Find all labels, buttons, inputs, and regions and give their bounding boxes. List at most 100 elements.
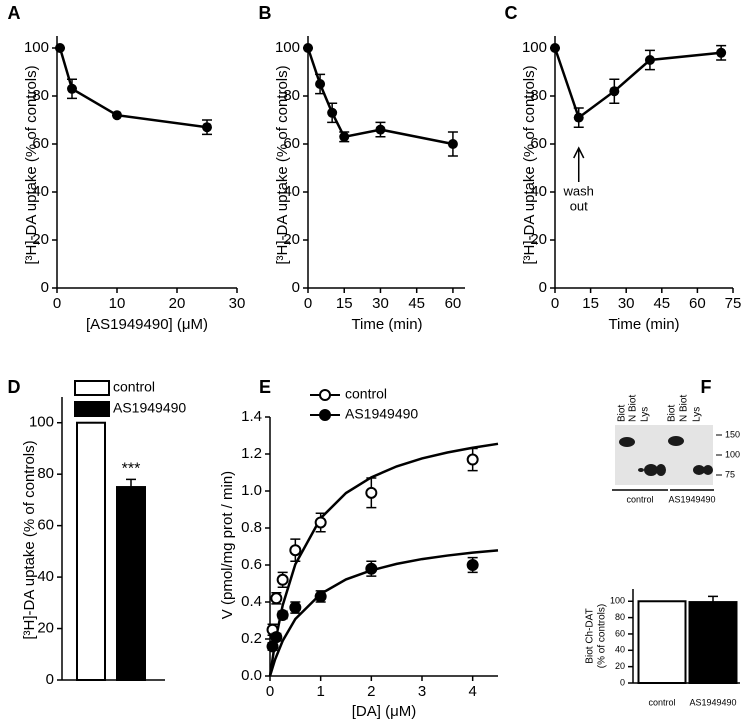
blot-image	[615, 425, 713, 485]
y-tick-label: 100	[522, 39, 547, 56]
x-axis-label: [AS1949490] (μM)	[86, 316, 208, 333]
legend-label: AS1949490	[345, 406, 418, 422]
y-tick-label: 0.2	[241, 630, 262, 647]
data-point	[270, 592, 283, 605]
data-point	[550, 43, 560, 53]
y-axis-label: (% of controls)	[597, 604, 608, 668]
y-tick-label: 0.4	[241, 593, 262, 610]
data-point	[327, 107, 338, 118]
x-tick-label: 3	[418, 683, 426, 700]
y-tick-label: 40	[37, 568, 54, 585]
y-tick-label: 40	[530, 183, 547, 200]
x-axis-label: Time (min)	[351, 316, 422, 333]
x-tick-label: 2	[367, 683, 375, 700]
legend-label: AS1949490	[113, 400, 186, 416]
data-point	[270, 631, 283, 644]
blot-band	[644, 464, 658, 476]
data-point	[365, 486, 378, 499]
data-point	[276, 573, 289, 586]
x-axis-label: Time (min)	[608, 316, 679, 333]
error-bar	[708, 595, 718, 603]
y-tick-label: 80	[283, 87, 300, 104]
y-tick-label: 60	[615, 628, 625, 638]
lane-label: Lys	[640, 407, 651, 422]
x-tick-label: 0	[266, 683, 274, 700]
mw-label: 100	[725, 449, 740, 459]
blot-band	[668, 436, 684, 446]
bar	[116, 486, 146, 681]
legend-swatch	[74, 401, 110, 417]
x-tick-label: AS1949490	[689, 697, 736, 707]
y-tick-label: 20	[530, 231, 547, 248]
y-axis-label: [³H]-DA uptake (% of controls)	[274, 65, 291, 264]
y-tick-label: 1.2	[241, 445, 262, 462]
blot-band	[656, 464, 666, 476]
y-tick-label: 0.8	[241, 519, 262, 536]
y-tick-label: 40	[32, 183, 49, 200]
x-tick-label: 15	[336, 295, 353, 312]
x-tick-label: 20	[169, 295, 186, 312]
y-axis-label: [³H]-DA uptake (% of controls)	[23, 65, 40, 264]
data-point	[466, 453, 479, 466]
data-point	[716, 47, 727, 58]
blot-band	[693, 465, 705, 475]
data-point	[375, 124, 386, 135]
panel-label: F	[701, 377, 712, 397]
x-tick-label: 75	[725, 295, 742, 312]
legend-marker	[319, 389, 331, 401]
y-tick-label: 80	[37, 465, 54, 482]
bar	[76, 421, 106, 681]
data-point	[276, 608, 289, 621]
group-label: control	[626, 494, 653, 504]
data-point	[67, 83, 77, 94]
y-tick-label: 1.0	[241, 482, 262, 499]
data-point	[447, 139, 458, 149]
blot-band	[703, 465, 713, 475]
significance: ***	[122, 461, 141, 478]
y-tick-label: 40	[615, 645, 625, 655]
data-point	[365, 562, 378, 575]
legend-marker	[319, 409, 331, 421]
x-tick-label: 0	[551, 295, 559, 312]
y-tick-label: 40	[283, 183, 300, 200]
y-tick-label: 60	[37, 517, 54, 534]
y-axis-label: [³H]-DA uptake (% of controls)	[21, 440, 38, 639]
lane-label: N Biot	[679, 395, 690, 422]
x-tick-label: 60	[445, 295, 462, 312]
y-tick-label: 0	[292, 279, 300, 296]
data-line	[58, 47, 208, 129]
y-tick-label: 0	[41, 279, 49, 296]
y-tick-label: 80	[530, 87, 547, 104]
data-point	[573, 112, 584, 123]
panel-label: B	[259, 3, 272, 23]
y-tick-label: 80	[32, 87, 49, 104]
data-point	[289, 601, 302, 614]
x-tick-label: 45	[408, 295, 425, 312]
x-tick-label: 30	[229, 295, 246, 312]
annotation-arrow	[573, 146, 585, 182]
blot-band	[619, 437, 635, 447]
y-tick-label: 100	[275, 39, 300, 56]
panel-label: A	[8, 3, 21, 23]
panel-label: D	[8, 377, 21, 397]
y-axis-label: Biot Ch-DAT	[585, 608, 596, 663]
data-point	[315, 79, 326, 89]
data-point	[644, 55, 655, 65]
y-axis-label: [³H]-DA uptake (% of controls)	[521, 65, 538, 264]
y-tick-label: 20	[283, 231, 300, 248]
y-tick-label: 60	[32, 135, 49, 152]
error-bar	[126, 478, 136, 488]
y-tick-label: 100	[24, 39, 49, 56]
x-tick-label: control	[648, 697, 675, 707]
bar	[637, 600, 687, 684]
panel-label: E	[259, 377, 271, 397]
lane-label: N Biot	[628, 395, 639, 422]
blot-band	[638, 468, 644, 472]
y-tick-label: 0	[46, 671, 54, 688]
lane-label: Biot	[617, 405, 628, 422]
y-tick-label: 60	[530, 135, 547, 152]
x-tick-label: 30	[372, 295, 389, 312]
y-tick-label: 0	[539, 279, 547, 296]
